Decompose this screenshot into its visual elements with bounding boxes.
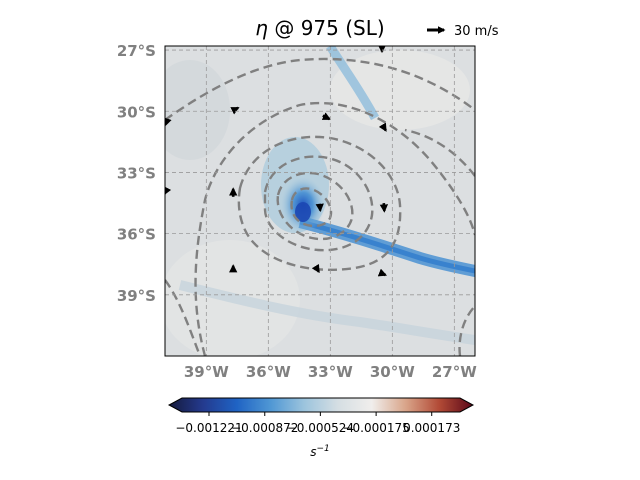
colorbar-label-exp: −1 (316, 444, 329, 454)
vortex-center (295, 202, 311, 222)
title-rest: @ 975 (SL) (268, 16, 385, 40)
quiver-key-label: 30 m/s (454, 24, 499, 39)
wind-vector (379, 203, 389, 213)
contour-line (276, 171, 354, 241)
colorbar-tick-label: 0.000173 (403, 421, 460, 435)
colorbar-tick-label: −0.001221 (175, 421, 242, 435)
wind-vector (378, 122, 387, 132)
colorbar-tick-label: −0.000175 (342, 421, 409, 435)
colorbar-tick-label: −0.000524 (287, 421, 354, 435)
title-symbol: η (255, 16, 268, 40)
contour-line (194, 101, 475, 356)
map-gridlines (165, 46, 475, 356)
quiver-key: 30 m/s (427, 24, 499, 39)
x-tick-label: 36°W (246, 363, 291, 381)
wind-vector (377, 268, 388, 277)
contour-line (165, 279, 202, 356)
y-tick-label: 33°S (117, 164, 156, 182)
y-axis-ticks: 27°S 30°S 33°S 36°S 39°S (117, 42, 156, 305)
faint-band (178, 280, 475, 345)
x-tick-label: 27°W (432, 363, 477, 381)
contour-line (237, 135, 402, 272)
x-tick-label: 33°W (308, 363, 353, 381)
wind-vector (311, 263, 320, 274)
x-tick-label: 30°W (370, 363, 415, 381)
x-axis-ticks: 39°W 36°W 33°W 30°W 27°W (184, 363, 477, 381)
colorbar-label: s−1 (310, 444, 330, 459)
y-tick-label: 39°S (117, 287, 156, 305)
y-tick-label: 36°S (117, 226, 156, 244)
wind-vector (165, 117, 172, 126)
colorbar-tick-label: −0.000872 (231, 421, 298, 435)
colorbar-ticks: −0.001221−0.000872−0.000524−0.0001750.00… (175, 412, 460, 435)
y-tick-label: 27°S (117, 42, 156, 60)
wind-vector (321, 112, 332, 121)
colorbar-bar (167, 397, 475, 413)
contour-line (458, 305, 475, 356)
map-area (165, 46, 475, 356)
map-frame (164, 45, 476, 357)
light-patch (330, 50, 470, 130)
chart-title: η @ 975 (SL) (255, 16, 384, 40)
contour-line (165, 57, 475, 121)
contour-line (404, 128, 475, 177)
vorticity-filament (326, 46, 379, 121)
gray-patch (165, 60, 230, 160)
colorbar: −0.001221−0.000872−0.000524−0.0001750.00… (167, 397, 475, 459)
contour-line (263, 155, 374, 252)
x-tick-label: 39°W (184, 363, 229, 381)
wind-vector (315, 203, 324, 213)
colorbar-label-base: s (310, 445, 316, 459)
y-tick-label: 30°S (117, 103, 156, 121)
wind-vector (230, 106, 240, 115)
